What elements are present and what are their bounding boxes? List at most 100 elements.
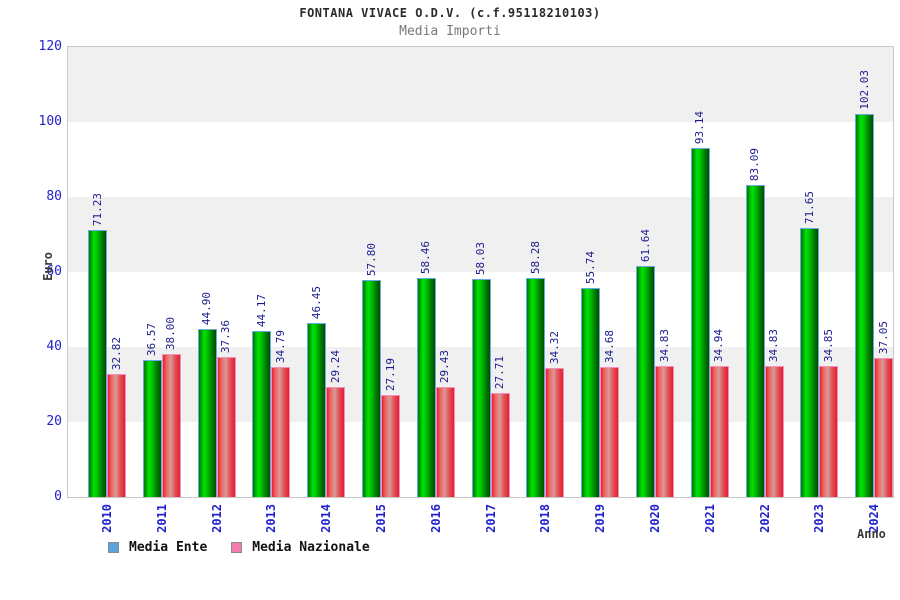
- value-label: 71.23: [90, 192, 104, 226]
- bar-media-nazionale-2013: [271, 367, 291, 497]
- y-tick-label: 100: [38, 114, 62, 129]
- value-label: 34.94: [712, 328, 726, 362]
- x-tick-label: 2020: [648, 504, 662, 533]
- x-tick-label: 2018: [538, 504, 553, 533]
- y-tick-label: 60: [46, 264, 62, 279]
- bar-media-nazionale-2018: [545, 368, 565, 497]
- bar-media-ente-2020: [636, 266, 655, 497]
- chart-title: FONTANA VIVACE O.D.V. (c.f.95118210103): [299, 6, 601, 20]
- x-tick-label: 2019: [593, 504, 608, 533]
- bar-group-2011: 36.57 38.00: [142, 47, 181, 497]
- bar-media-ente-2013: [252, 331, 272, 497]
- value-label: 34.83: [767, 328, 781, 362]
- legend-item: Media Nazionale: [231, 540, 370, 555]
- legend-label: Media Ente: [129, 540, 208, 555]
- x-tick-label: 2015: [374, 504, 388, 533]
- bar-media-nazionale-2019: [600, 367, 620, 497]
- x-tick-label: 2012: [209, 504, 224, 533]
- x-tick-label: 2022: [757, 504, 772, 533]
- x-tick-label: 2021: [702, 504, 717, 533]
- bar-media-ente-2023: [800, 228, 820, 497]
- bar-group-2016: 58.46 29.43: [416, 47, 455, 497]
- bar-group-2010: 71.23 32.82: [88, 47, 126, 497]
- value-label: 37.05: [876, 320, 890, 354]
- value-label: 83.09: [748, 147, 762, 181]
- bar-media-ente-2015: [362, 280, 381, 497]
- x-tick-label: 2023: [812, 504, 827, 533]
- y-tick-label: 40: [46, 339, 62, 354]
- plot-band: [68, 122, 893, 197]
- bar-media-nazionale-2015: [381, 395, 400, 497]
- bar-media-nazionale-2023: [819, 366, 839, 497]
- bar-group-2018: 58.28 34.32: [526, 47, 565, 497]
- value-label: 46.45: [309, 285, 323, 319]
- bar-media-nazionale-2021: [709, 366, 729, 497]
- x-tick-label: 2010: [100, 504, 114, 533]
- plot-area: 71.23 32.82 36.57 38.00 44.90 37.36 44.17 34.79…: [67, 46, 894, 498]
- bar-group-2015: 57.80 27.19: [362, 47, 400, 497]
- value-label: 58.46: [419, 240, 433, 274]
- legend-swatch-icon: [231, 542, 243, 553]
- x-tick-label: 2014: [319, 504, 334, 533]
- legend-label: Media Nazionale: [252, 540, 370, 555]
- bar-media-ente-2010: [88, 230, 107, 497]
- bar-media-nazionale-2012: [216, 357, 236, 497]
- bar-group-2013: 44.17 34.79: [252, 47, 291, 497]
- y-tick-label: 0: [54, 489, 62, 504]
- value-label: 34.85: [821, 328, 835, 362]
- y-tick-label: 120: [38, 39, 62, 54]
- value-label: 58.03: [474, 241, 488, 275]
- bar-group-2023: 71.65 34.85: [800, 47, 839, 497]
- value-label: 34.32: [547, 330, 561, 364]
- bar-media-nazionale-2017: [490, 393, 510, 497]
- x-axis-title: Anno: [857, 527, 886, 541]
- value-label: 57.80: [364, 242, 378, 276]
- bar-group-2017: 58.03 27.71: [471, 47, 510, 497]
- value-label: 27.71: [493, 355, 507, 389]
- bar-media-ente-2018: [526, 278, 546, 497]
- value-label: 44.90: [200, 291, 214, 325]
- bar-media-ente-2021: [690, 148, 710, 497]
- value-label: 37.36: [219, 319, 233, 353]
- plot-band: [68, 47, 893, 122]
- value-label: 38.00: [164, 316, 178, 350]
- x-tick-label: 2016: [428, 504, 443, 533]
- bar-group-2024: 102.03 37.05: [855, 47, 894, 497]
- bar-group-2021: 93.14 34.94: [690, 47, 729, 497]
- x-tick-label: 2011: [154, 504, 169, 533]
- value-label: 29.24: [328, 349, 342, 383]
- bar-group-2012: 44.90 37.36: [197, 47, 236, 497]
- value-label: 71.65: [802, 190, 816, 224]
- bar-media-ente-2017: [471, 279, 491, 497]
- value-label: 102.03: [857, 70, 871, 110]
- bar-group-2019: 55.74 34.68: [581, 47, 620, 497]
- legend-item: Media Ente: [108, 540, 207, 555]
- value-label: 36.57: [145, 322, 159, 356]
- x-tick-label: 2017: [483, 504, 498, 533]
- value-label: 27.19: [383, 357, 397, 391]
- bar-media-ente-2024: [855, 114, 875, 497]
- value-label: 55.74: [583, 250, 597, 284]
- value-label: 44.17: [254, 293, 268, 327]
- x-tick-label: 2013: [264, 504, 279, 533]
- value-label: 34.83: [657, 328, 671, 362]
- value-label: 32.82: [109, 336, 123, 370]
- bar-group-2020: 61.64 34.83: [636, 47, 674, 497]
- y-tick-label: 20: [46, 414, 62, 429]
- bar-media-ente-2014: [307, 323, 327, 497]
- bar-media-ente-2011: [142, 360, 162, 497]
- bar-media-nazionale-2022: [764, 366, 784, 497]
- bar-media-nazionale-2011: [161, 354, 181, 497]
- legend-swatch-icon: [108, 542, 119, 553]
- bar-media-ente-2012: [197, 329, 217, 497]
- value-label: 61.64: [638, 228, 652, 262]
- legend: Media Ente Media Nazionale: [108, 540, 370, 555]
- value-label: 34.68: [602, 329, 616, 363]
- bar-media-ente-2016: [416, 278, 436, 497]
- value-label: 93.14: [693, 110, 707, 144]
- bar-group-2014: 46.45 29.24: [307, 47, 346, 497]
- bar-media-nazionale-2010: [107, 374, 126, 497]
- bar-media-ente-2019: [581, 288, 601, 497]
- bar-media-nazionale-2020: [655, 366, 674, 497]
